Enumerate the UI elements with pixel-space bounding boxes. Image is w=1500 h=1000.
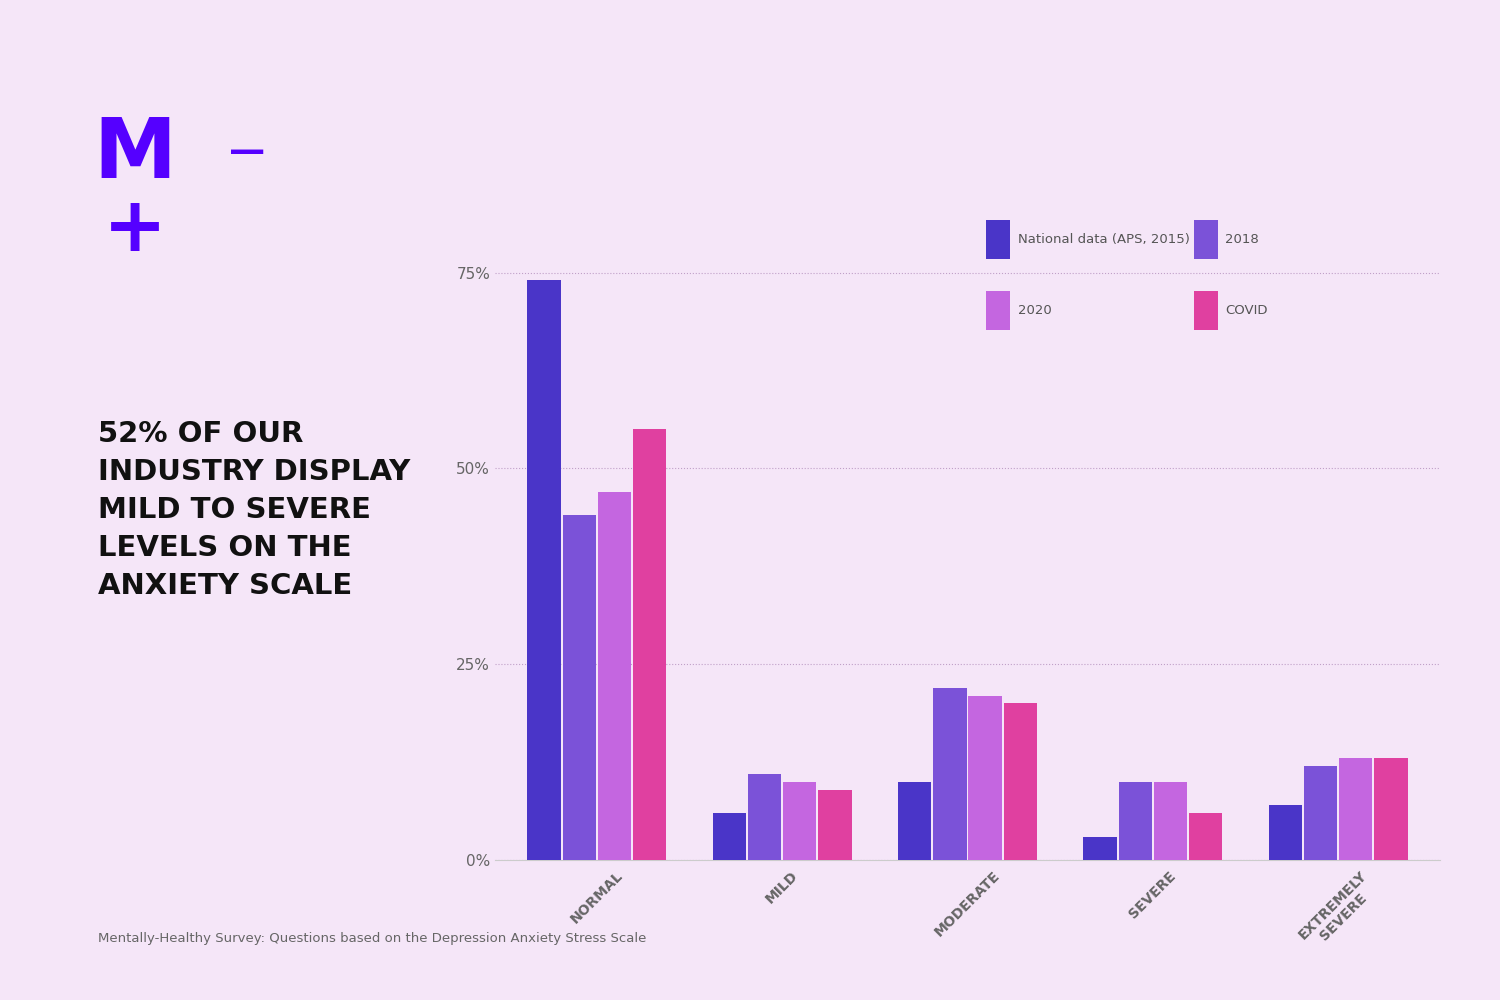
Bar [1004,703,1036,860]
Bar [1340,758,1372,860]
Text: —: — [230,135,266,169]
Bar [1269,805,1302,860]
Text: 2018: 2018 [1226,233,1258,246]
Bar [633,429,666,860]
FancyBboxPatch shape [987,291,1010,330]
Bar [898,782,932,860]
Text: M: M [93,114,177,196]
Bar [1119,782,1152,860]
Bar [562,515,596,860]
Bar [1190,813,1222,860]
FancyBboxPatch shape [987,220,1010,259]
Text: 52% OF OUR
INDUSTRY DISPLAY
MILD TO SEVERE
LEVELS ON THE
ANXIETY SCALE: 52% OF OUR INDUSTRY DISPLAY MILD TO SEVE… [98,420,410,600]
FancyBboxPatch shape [1194,220,1218,259]
Bar [598,492,632,860]
Bar [1154,782,1186,860]
Bar [1304,766,1336,860]
Bar [748,774,782,860]
Bar [819,790,852,860]
Bar [1083,837,1116,860]
Text: +: + [104,193,166,267]
Bar [933,688,966,860]
Bar [783,782,816,860]
Bar [1374,758,1407,860]
Text: Mentally-Healthy Survey: Questions based on the Depression Anxiety Stress Scale: Mentally-Healthy Survey: Questions based… [98,932,646,945]
Text: 2020: 2020 [1017,304,1052,317]
Text: COVID: COVID [1226,304,1268,317]
Bar [528,280,561,860]
Bar [712,813,746,860]
Text: National data (APS, 2015): National data (APS, 2015) [1017,233,1190,246]
FancyBboxPatch shape [1194,291,1218,330]
Bar [969,696,1002,860]
